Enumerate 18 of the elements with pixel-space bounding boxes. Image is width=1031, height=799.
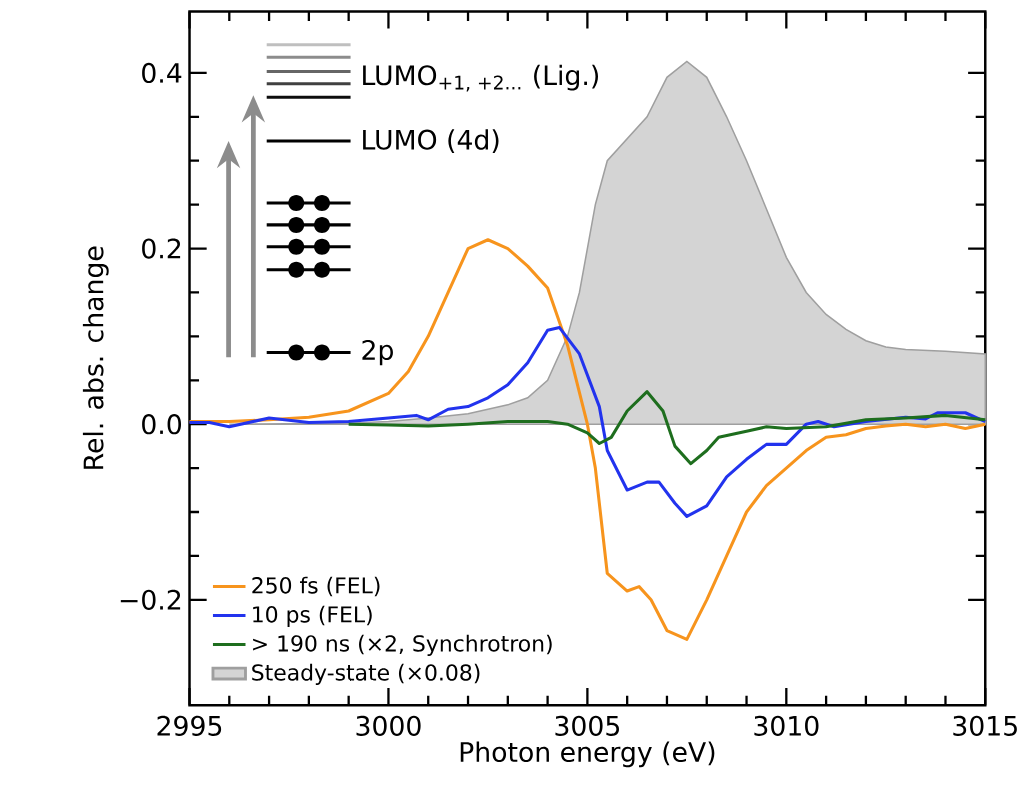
annotation: 2p	[362, 340, 393, 366]
y-tick-label: 0.4	[142, 62, 182, 84]
x-tick-label: 3010	[754, 715, 819, 737]
legend-label: > 190 ns (×2, Synchrotron)	[253, 634, 552, 657]
x-tick-label: 3015	[953, 715, 1017, 737]
annotation: LUMO (4d)	[363, 129, 499, 154]
x-axis-title: Photon energy (eV)	[460, 741, 715, 768]
y-tick-label: 0.2	[142, 238, 181, 259]
x-tick-label: 3005	[555, 715, 619, 737]
legend-label: Steady-state (×0.08)	[252, 664, 480, 686]
x-tick-label: 3000	[356, 715, 421, 737]
annotation: LUMO$_{+1, +2...}$ (Lig.)	[363, 64, 599, 92]
x-tick-label: 2995	[157, 715, 222, 737]
y-axis-title: Rel. abs. change	[82, 246, 109, 469]
legend-label: 250 fs (FEL)	[252, 576, 380, 597]
y-tick-label: −0.2	[120, 589, 181, 611]
legend-label: 10 ps (FEL)	[253, 605, 372, 628]
y-tick-label: 0.0	[142, 414, 182, 435]
